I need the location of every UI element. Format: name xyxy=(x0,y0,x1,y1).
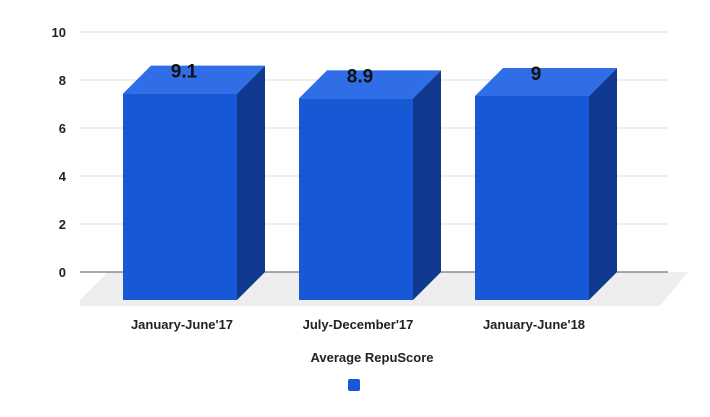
data-label: 9.1 xyxy=(171,62,198,83)
y-tick-label: 4 xyxy=(59,169,67,184)
y-tick-label: 8 xyxy=(59,73,66,88)
y-tick-label: 0 xyxy=(59,265,66,280)
bar-top xyxy=(475,68,617,96)
bar-side xyxy=(413,70,441,301)
data-label: 8.9 xyxy=(347,66,373,87)
bar-top xyxy=(299,70,441,99)
y-tick-label: 10 xyxy=(52,25,66,40)
x-tick-label: January-June'17 xyxy=(131,317,233,332)
bar[interactable] xyxy=(123,93,237,300)
x-tick-label: July-December'17 xyxy=(303,317,414,332)
bar[interactable] xyxy=(475,96,589,300)
x-tick-label: January-June'18 xyxy=(483,317,585,332)
bar-top xyxy=(123,65,265,94)
bar-side xyxy=(589,68,617,300)
legend-swatch[interactable] xyxy=(348,379,360,391)
legend-label: Average RepuScore xyxy=(310,350,433,365)
bar-side xyxy=(237,65,265,300)
y-tick-label: 6 xyxy=(59,121,66,136)
y-tick-label: 2 xyxy=(59,217,66,232)
bar[interactable] xyxy=(299,98,413,301)
data-label: 9 xyxy=(531,64,542,85)
